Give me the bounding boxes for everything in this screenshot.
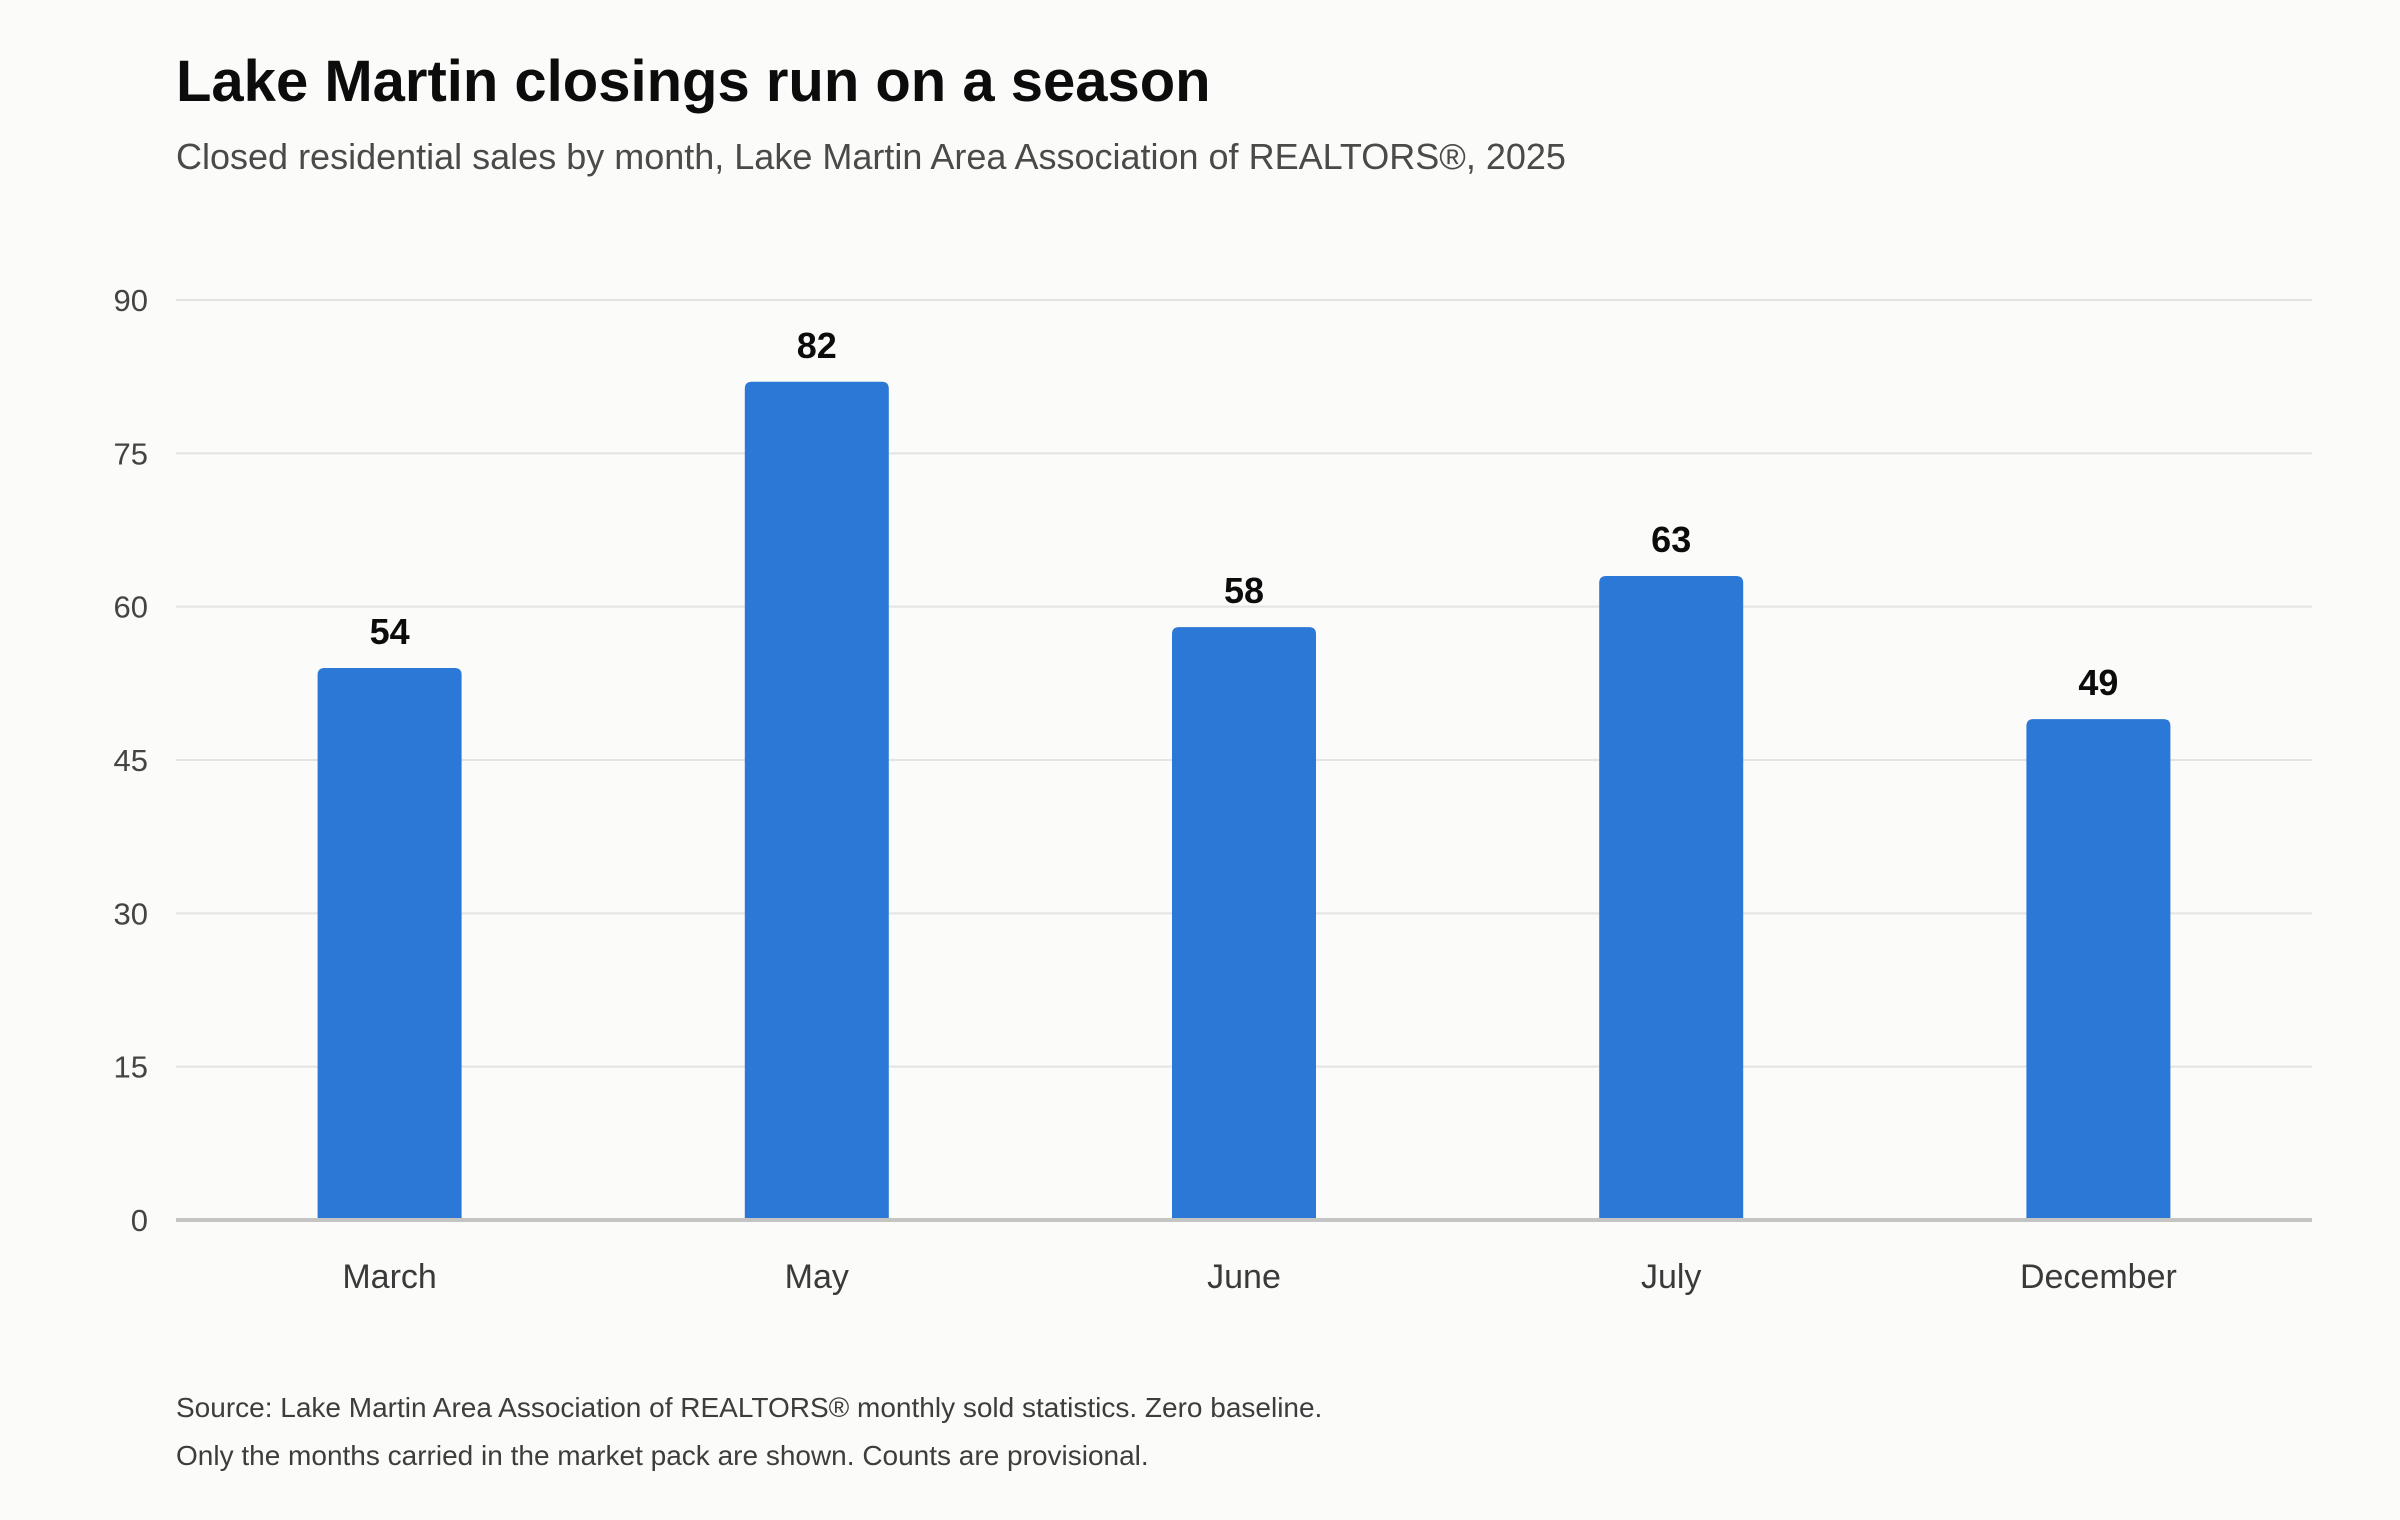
chart-subtitle: Closed residential sales by month, Lake …: [176, 136, 1566, 177]
y-tick-label: 60: [114, 590, 148, 625]
data-label-march: 54: [370, 611, 410, 652]
bars: [317, 381, 2171, 1220]
bar-june: [1172, 627, 1316, 1220]
y-axis-ticks: 0 15 30 45 60 75 90: [114, 283, 148, 1238]
x-tick-label-march: March: [342, 1258, 436, 1296]
x-tick-label-june: June: [1207, 1258, 1281, 1296]
x-tick-label-december: December: [2020, 1258, 2177, 1296]
bar-may: [744, 381, 889, 1220]
source-note: Source: Lake Martin Area Association of …: [176, 1392, 1323, 1423]
x-tick-label-july: July: [1641, 1258, 1701, 1296]
y-tick-label: 90: [114, 283, 148, 318]
chart-notes: Source: Lake Martin Area Association of …: [176, 1384, 1322, 1480]
data-label-may: 82: [797, 325, 837, 366]
y-tick-label: 75: [114, 436, 148, 471]
x-axis-ticks: March May June July December: [342, 1258, 2176, 1296]
y-tick-label: 15: [114, 1050, 148, 1085]
x-tick-label-may: May: [785, 1258, 849, 1296]
data-label-june: 58: [1224, 570, 1264, 611]
y-tick-label: 45: [114, 743, 148, 778]
data-label-december: 49: [2078, 662, 2118, 703]
data-labels: 54 82 58 63 49: [370, 325, 2119, 703]
provisional-note: Only the months carried in the market pa…: [176, 1440, 1149, 1471]
y-tick-label: 0: [131, 1203, 148, 1238]
bar-march: [317, 668, 462, 1220]
chart-title: Lake Martin closings run on a season: [176, 49, 1211, 114]
data-label-july: 63: [1651, 519, 1691, 560]
bar-december: [2026, 719, 2171, 1220]
bar-july: [1599, 576, 1744, 1220]
y-tick-label: 30: [114, 896, 148, 931]
